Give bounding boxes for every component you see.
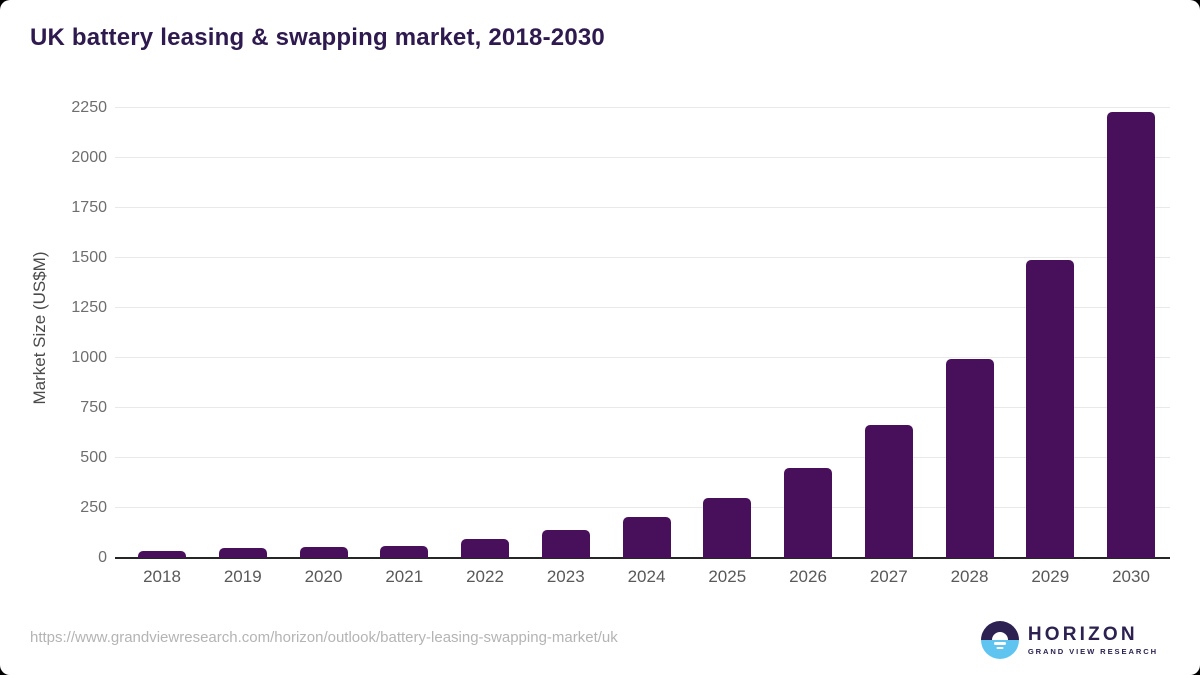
plot-area [115, 98, 1170, 559]
bar-2019 [218, 548, 267, 558]
gridline-750 [115, 407, 1170, 408]
x-tick-2020: 2020 [304, 567, 343, 586]
y-tick-750: 750 [80, 399, 107, 416]
bar-2018 [138, 550, 186, 558]
horizon-logo-icon [980, 621, 1019, 659]
y-tick-250: 250 [80, 499, 107, 516]
x-tick-2027: 2027 [869, 567, 908, 586]
y-tick-2250: 2250 [71, 99, 107, 116]
bar-2023 [541, 530, 590, 558]
gridline-2000 [115, 157, 1170, 158]
gridline-2250 [115, 107, 1170, 108]
logo-subtitle: GRAND VIEW RESEARCH [1027, 646, 1158, 656]
source-url: https://www.grandviewresearch.com/horizo… [30, 629, 618, 646]
logo-name: HORIZON [1027, 623, 1138, 645]
x-tick-2026: 2026 [789, 567, 827, 586]
bar-2028 [945, 359, 994, 558]
x-axis-line [115, 557, 1170, 559]
x-tick-2019: 2019 [223, 567, 262, 586]
gridline-1000 [115, 357, 1170, 358]
x-tick-2021: 2021 [385, 567, 424, 586]
y-tick-500: 500 [80, 449, 107, 466]
x-tick-2025: 2025 [708, 567, 747, 586]
sun-icon [991, 632, 1008, 640]
y-tick-1750: 1750 [71, 199, 107, 216]
y-tick-1000: 1000 [71, 349, 107, 366]
wave-line-icon [996, 647, 1004, 649]
y-tick-1250: 1250 [71, 299, 107, 316]
horizon-logo: HORIZON GRAND VIEW RESEARCH [980, 621, 1158, 659]
y-tick-2000: 2000 [71, 149, 107, 166]
gridline-1750 [115, 207, 1170, 208]
bar-2021 [380, 545, 429, 558]
x-tick-2030: 2030 [1112, 567, 1150, 586]
x-tick-2022: 2022 [466, 567, 504, 586]
bar-2027 [864, 425, 913, 558]
gridline-1500 [115, 257, 1170, 258]
chart-title: UK battery leasing & swapping market, 20… [30, 24, 605, 51]
bar-2029 [1026, 260, 1075, 558]
y-tick-1500: 1500 [71, 249, 107, 266]
bar-2024 [622, 517, 671, 558]
bar-2030 [1107, 112, 1155, 558]
x-tick-2028: 2028 [950, 567, 989, 586]
wave-line-icon [993, 642, 1006, 645]
bar-2022 [461, 539, 509, 558]
logo-text: HORIZON GRAND VIEW RESEARCH [1027, 623, 1158, 656]
bar-2020 [299, 547, 348, 558]
y-tick-0: 0 [98, 549, 107, 566]
bar-2025 [703, 498, 752, 558]
gridline-1250 [115, 307, 1170, 308]
x-tick-2029: 2029 [1031, 567, 1070, 586]
x-tick-2018: 2018 [143, 567, 181, 586]
gridline-500 [115, 457, 1170, 458]
x-tick-2024: 2024 [627, 567, 666, 586]
y-axis-tick-labels: 0 250 500 750 1000 1250 1500 1750 2000 2250 [0, 98, 107, 566]
x-axis-tick-labels: 2018 2019 2020 2021 2022 2023 2024 2025 2026 2027… [115, 567, 1170, 591]
bar-2026 [784, 468, 832, 558]
gridline-250 [115, 507, 1170, 508]
x-tick-2023: 2023 [546, 567, 585, 586]
